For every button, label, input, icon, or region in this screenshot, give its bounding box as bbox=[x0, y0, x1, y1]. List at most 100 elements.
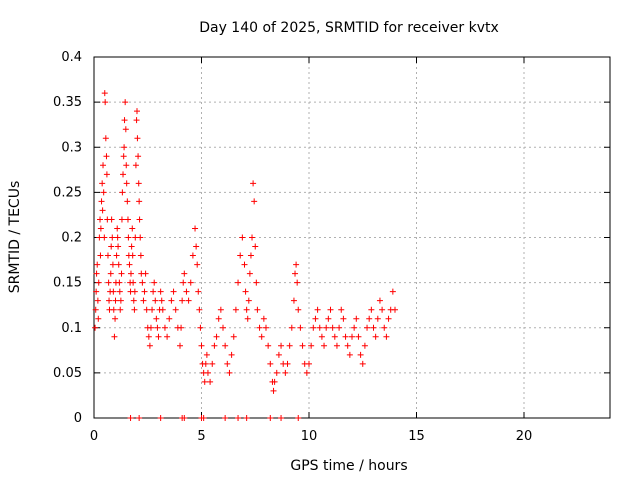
data-point bbox=[282, 369, 289, 376]
data-point bbox=[359, 360, 366, 367]
data-point bbox=[226, 369, 233, 376]
data-point bbox=[338, 306, 345, 313]
data-point bbox=[179, 297, 186, 304]
data-point bbox=[181, 270, 188, 277]
data-point bbox=[244, 315, 251, 322]
data-point bbox=[245, 297, 252, 304]
data-point bbox=[297, 324, 304, 331]
data-point bbox=[295, 306, 302, 313]
data-point bbox=[106, 297, 113, 304]
data-point bbox=[118, 270, 125, 277]
data-point bbox=[124, 198, 131, 205]
data-point bbox=[370, 324, 377, 331]
data-point bbox=[137, 252, 144, 259]
data-point bbox=[195, 288, 202, 295]
data-point bbox=[123, 180, 130, 187]
data-point bbox=[284, 360, 291, 367]
data-point bbox=[108, 243, 115, 250]
data-point bbox=[256, 324, 263, 331]
data-point bbox=[318, 333, 325, 340]
data-point bbox=[349, 333, 355, 340]
data-point bbox=[344, 342, 351, 349]
data-point bbox=[128, 243, 135, 250]
data-point bbox=[136, 415, 143, 421]
data-point bbox=[342, 333, 349, 340]
data-point bbox=[241, 261, 248, 268]
x-tick-label: 20 bbox=[516, 429, 533, 444]
data-point bbox=[215, 315, 222, 322]
data-point bbox=[134, 135, 141, 142]
data-point bbox=[110, 306, 117, 313]
data-point bbox=[323, 324, 330, 331]
data-point bbox=[97, 252, 104, 259]
data-point bbox=[116, 288, 123, 295]
data-point bbox=[122, 99, 129, 106]
data-point bbox=[237, 252, 244, 259]
y-tick-label: 0.4 bbox=[61, 50, 82, 65]
data-point bbox=[100, 162, 107, 169]
data-point bbox=[151, 279, 158, 286]
data-point bbox=[113, 252, 120, 259]
y-tick-label: 0.3 bbox=[61, 140, 82, 155]
data-point bbox=[235, 415, 242, 421]
data-point bbox=[116, 279, 123, 286]
data-point bbox=[232, 306, 239, 313]
data-point bbox=[217, 306, 224, 313]
data-point bbox=[239, 234, 246, 241]
data-point bbox=[136, 198, 143, 205]
x-tick-label: 10 bbox=[301, 429, 318, 444]
data-point bbox=[94, 261, 101, 268]
data-point bbox=[355, 333, 362, 340]
data-point bbox=[152, 297, 159, 304]
x-axis-title: GPS time / hours bbox=[290, 458, 407, 474]
data-point bbox=[312, 315, 319, 322]
data-point bbox=[98, 198, 105, 205]
data-point bbox=[196, 306, 203, 313]
data-point bbox=[93, 270, 100, 277]
data-point bbox=[204, 369, 211, 376]
data-point bbox=[201, 378, 208, 385]
data-point bbox=[166, 315, 173, 322]
data-point bbox=[92, 306, 99, 313]
data-point bbox=[157, 288, 164, 295]
data-point bbox=[112, 297, 119, 304]
data-point bbox=[115, 261, 122, 268]
data-point bbox=[202, 360, 209, 367]
data-point bbox=[351, 324, 358, 331]
data-point bbox=[140, 297, 147, 304]
data-point bbox=[197, 324, 204, 331]
data-point bbox=[263, 324, 269, 331]
data-point bbox=[389, 288, 396, 295]
data-point bbox=[213, 333, 220, 340]
data-point bbox=[164, 333, 171, 340]
data-point bbox=[376, 297, 383, 304]
data-point bbox=[242, 288, 249, 295]
data-point bbox=[97, 216, 104, 223]
data-point bbox=[118, 216, 125, 223]
data-point bbox=[101, 90, 108, 97]
data-point bbox=[139, 279, 146, 286]
data-point bbox=[230, 333, 237, 340]
data-point bbox=[134, 108, 140, 115]
data-point bbox=[303, 369, 310, 376]
data-point bbox=[146, 342, 153, 349]
data-point bbox=[271, 378, 278, 385]
data-point bbox=[130, 279, 137, 286]
data-point bbox=[131, 288, 138, 295]
data-point bbox=[295, 415, 302, 421]
x-tick-label: 5 bbox=[197, 429, 205, 444]
y-tick-label: 0.1 bbox=[61, 321, 82, 336]
data-point bbox=[220, 324, 226, 331]
data-point bbox=[331, 333, 338, 340]
data-point bbox=[100, 189, 107, 196]
y-tick-label: 0.35 bbox=[53, 95, 82, 110]
data-point bbox=[123, 162, 130, 169]
x-tick-label: 0 bbox=[90, 429, 98, 444]
data-point bbox=[115, 243, 122, 250]
data-point bbox=[246, 270, 253, 277]
data-point bbox=[194, 261, 201, 268]
data-point bbox=[251, 198, 258, 205]
data-point bbox=[193, 243, 200, 250]
data-point bbox=[180, 279, 187, 286]
data-point bbox=[178, 324, 185, 331]
